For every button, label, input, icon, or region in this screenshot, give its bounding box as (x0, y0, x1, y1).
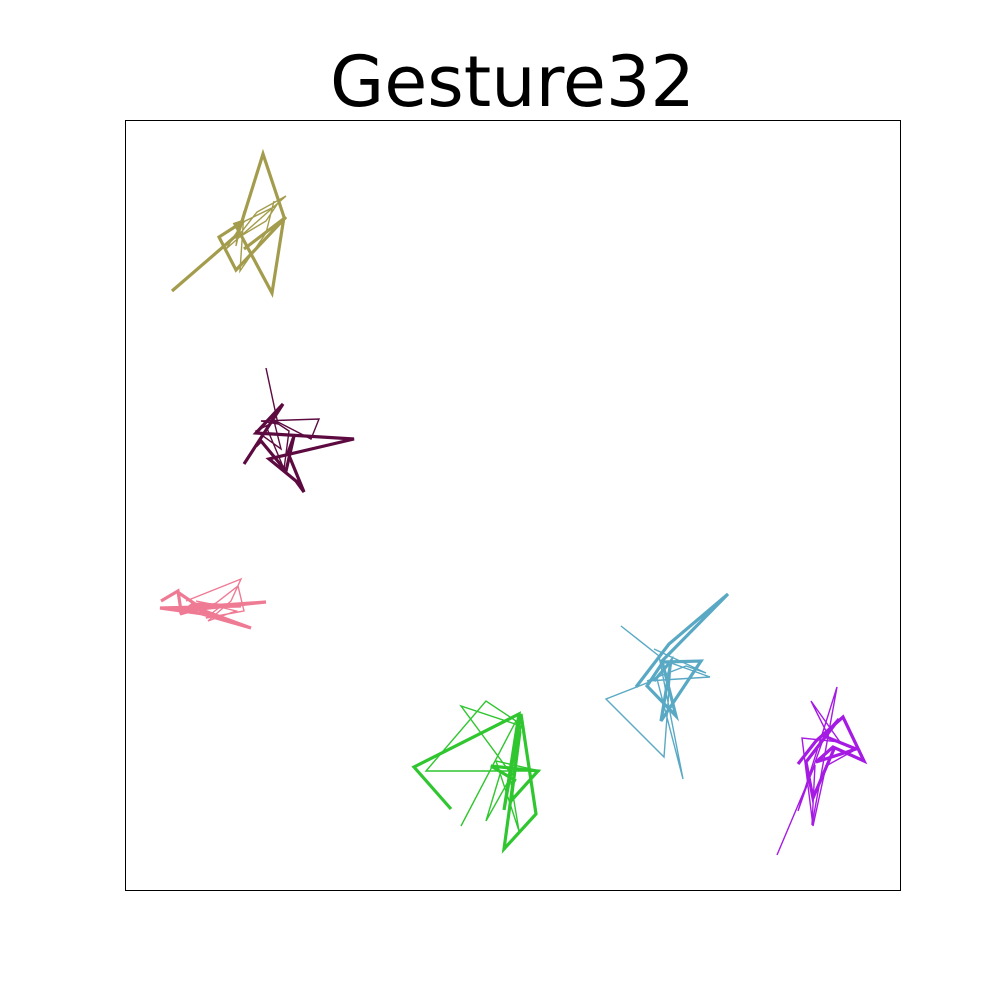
series-3-stroke-1 (159, 588, 267, 630)
series-6 (776, 686, 868, 856)
series-4-stroke-2 (424, 700, 541, 832)
series-6-stroke-1 (796, 714, 868, 804)
series-1-stroke-2 (225, 195, 287, 274)
chart-title: Gesture32 (330, 41, 695, 123)
series-6-stroke-2 (776, 686, 854, 856)
series-5 (604, 592, 730, 780)
series-5-stroke-1 (634, 592, 730, 722)
strokes-layer (159, 148, 868, 856)
series-3 (159, 577, 267, 630)
series-1 (170, 148, 288, 298)
series-3-stroke-2 (185, 577, 245, 622)
series-2 (242, 367, 355, 493)
series-4-stroke-1 (411, 711, 542, 854)
series-2-stroke-2 (254, 367, 321, 472)
series-4 (411, 700, 542, 854)
series-5-stroke-2 (604, 625, 711, 780)
